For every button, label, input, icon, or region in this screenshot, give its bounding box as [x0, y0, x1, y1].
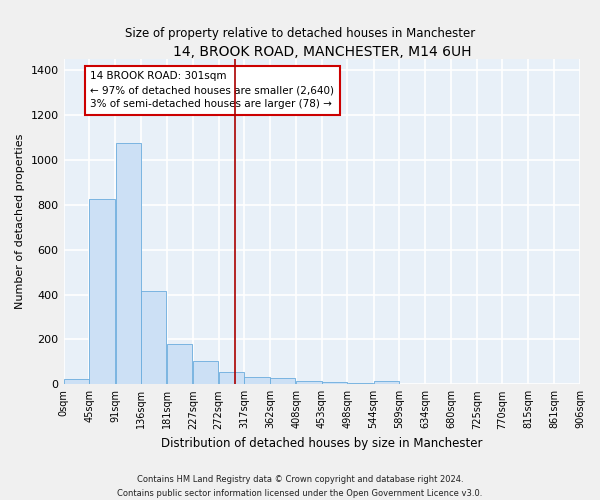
Bar — [64, 378, 89, 384]
Text: 14 BROOK ROAD: 301sqm
← 97% of detached houses are smaller (2,640)
3% of semi-de: 14 BROOK ROAD: 301sqm ← 97% of detached … — [91, 72, 334, 110]
Bar — [347, 382, 373, 384]
Bar — [167, 344, 192, 385]
X-axis label: Distribution of detached houses by size in Manchester: Distribution of detached houses by size … — [161, 437, 482, 450]
Bar — [219, 372, 244, 384]
Bar — [270, 378, 295, 384]
Y-axis label: Number of detached properties: Number of detached properties — [15, 134, 25, 310]
Bar — [193, 361, 218, 384]
Bar — [89, 199, 115, 384]
Bar — [296, 381, 322, 384]
Bar — [322, 382, 347, 384]
Bar — [116, 143, 141, 384]
Title: 14, BROOK ROAD, MANCHESTER, M14 6UH: 14, BROOK ROAD, MANCHESTER, M14 6UH — [173, 45, 471, 59]
Text: Contains HM Land Registry data © Crown copyright and database right 2024.
Contai: Contains HM Land Registry data © Crown c… — [118, 476, 482, 498]
Bar — [141, 291, 166, 384]
Bar — [244, 377, 269, 384]
Text: Size of property relative to detached houses in Manchester: Size of property relative to detached ho… — [125, 28, 475, 40]
Bar — [374, 381, 399, 384]
